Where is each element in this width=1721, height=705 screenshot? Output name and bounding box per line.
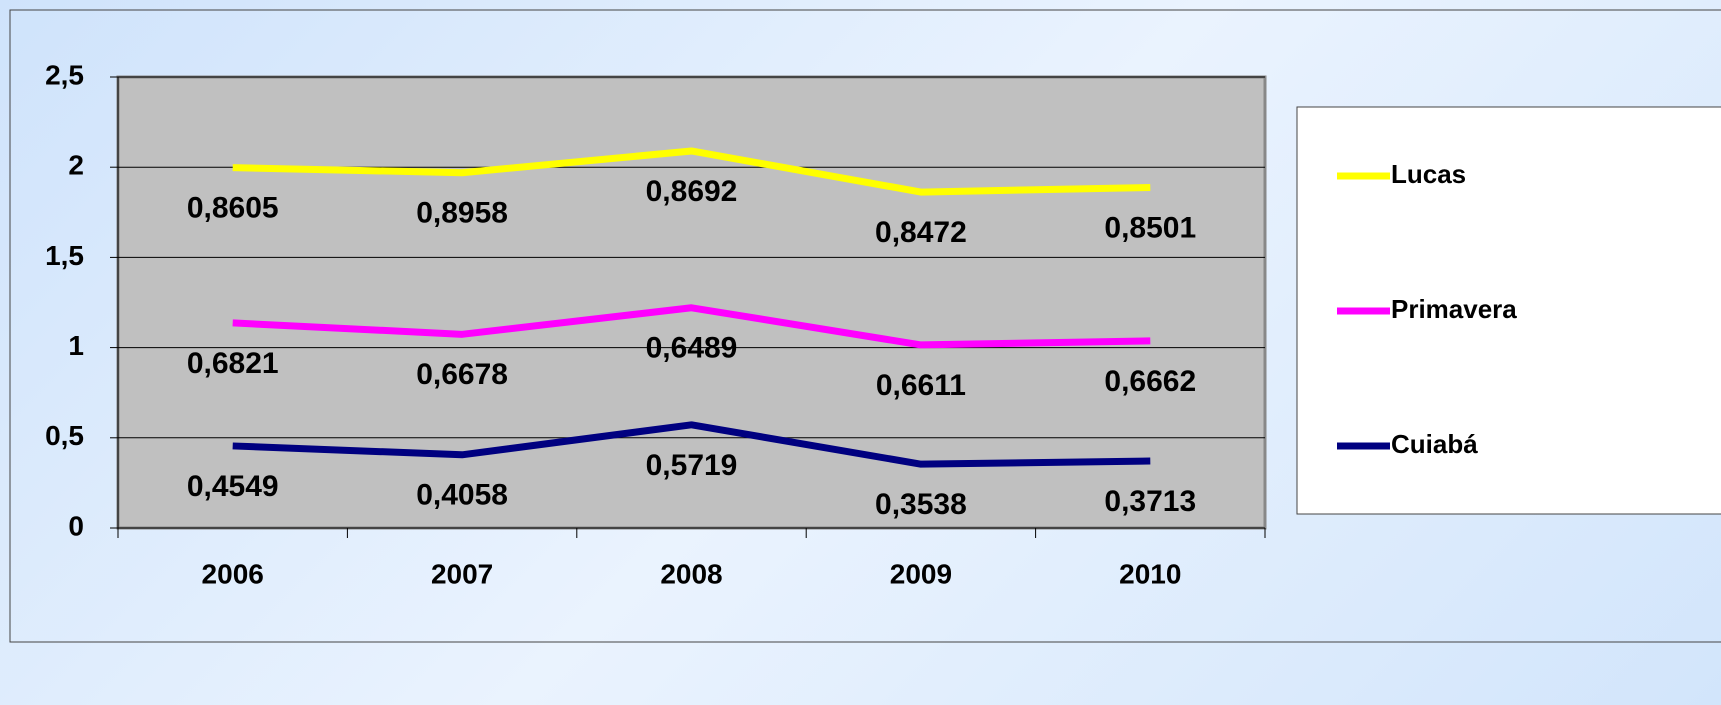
data-label: 0,4058 <box>416 479 508 512</box>
x-tick-label: 2009 <box>890 558 952 589</box>
data-label: 0,8692 <box>646 175 738 208</box>
series-line <box>232 147 1151 196</box>
data-label: 0,6489 <box>646 332 738 365</box>
data-label: 0,6611 <box>876 369 966 402</box>
y-tick-label: 0 <box>68 510 84 541</box>
data-label: 0,8958 <box>416 197 508 230</box>
legend-label: Cuiabá <box>1391 429 1478 459</box>
data-label: 0,6662 <box>1104 365 1196 398</box>
data-label: 0,4549 <box>187 470 279 503</box>
data-label: 0,8472 <box>875 216 967 249</box>
data-label: 0,8501 <box>1104 211 1196 244</box>
legend-label: Primavera <box>1391 294 1517 324</box>
data-label: 0,3538 <box>875 488 967 521</box>
data-label: 0,8605 <box>187 192 279 225</box>
x-tick-label: 2006 <box>202 558 264 589</box>
y-tick-label: 2 <box>68 150 84 181</box>
y-tick-label: 2,5 <box>45 59 84 90</box>
x-tick-label: 2007 <box>431 558 493 589</box>
data-label: 0,6821 <box>187 347 279 380</box>
series-line <box>232 421 1151 468</box>
data-label: 0,6678 <box>416 358 508 391</box>
x-tick-label: 2008 <box>660 558 722 589</box>
chart-frame <box>9 9 1721 643</box>
series-line <box>232 304 1151 349</box>
x-tick-label: 2010 <box>1119 558 1181 589</box>
y-tick-label: 0,5 <box>45 420 84 451</box>
y-tick-label: 1 <box>68 330 84 361</box>
y-tick-label: 1,5 <box>45 240 84 271</box>
data-label: 0,5719 <box>646 449 738 482</box>
legend-label: Lucas <box>1391 159 1466 189</box>
data-label: 0,3713 <box>1104 485 1196 518</box>
